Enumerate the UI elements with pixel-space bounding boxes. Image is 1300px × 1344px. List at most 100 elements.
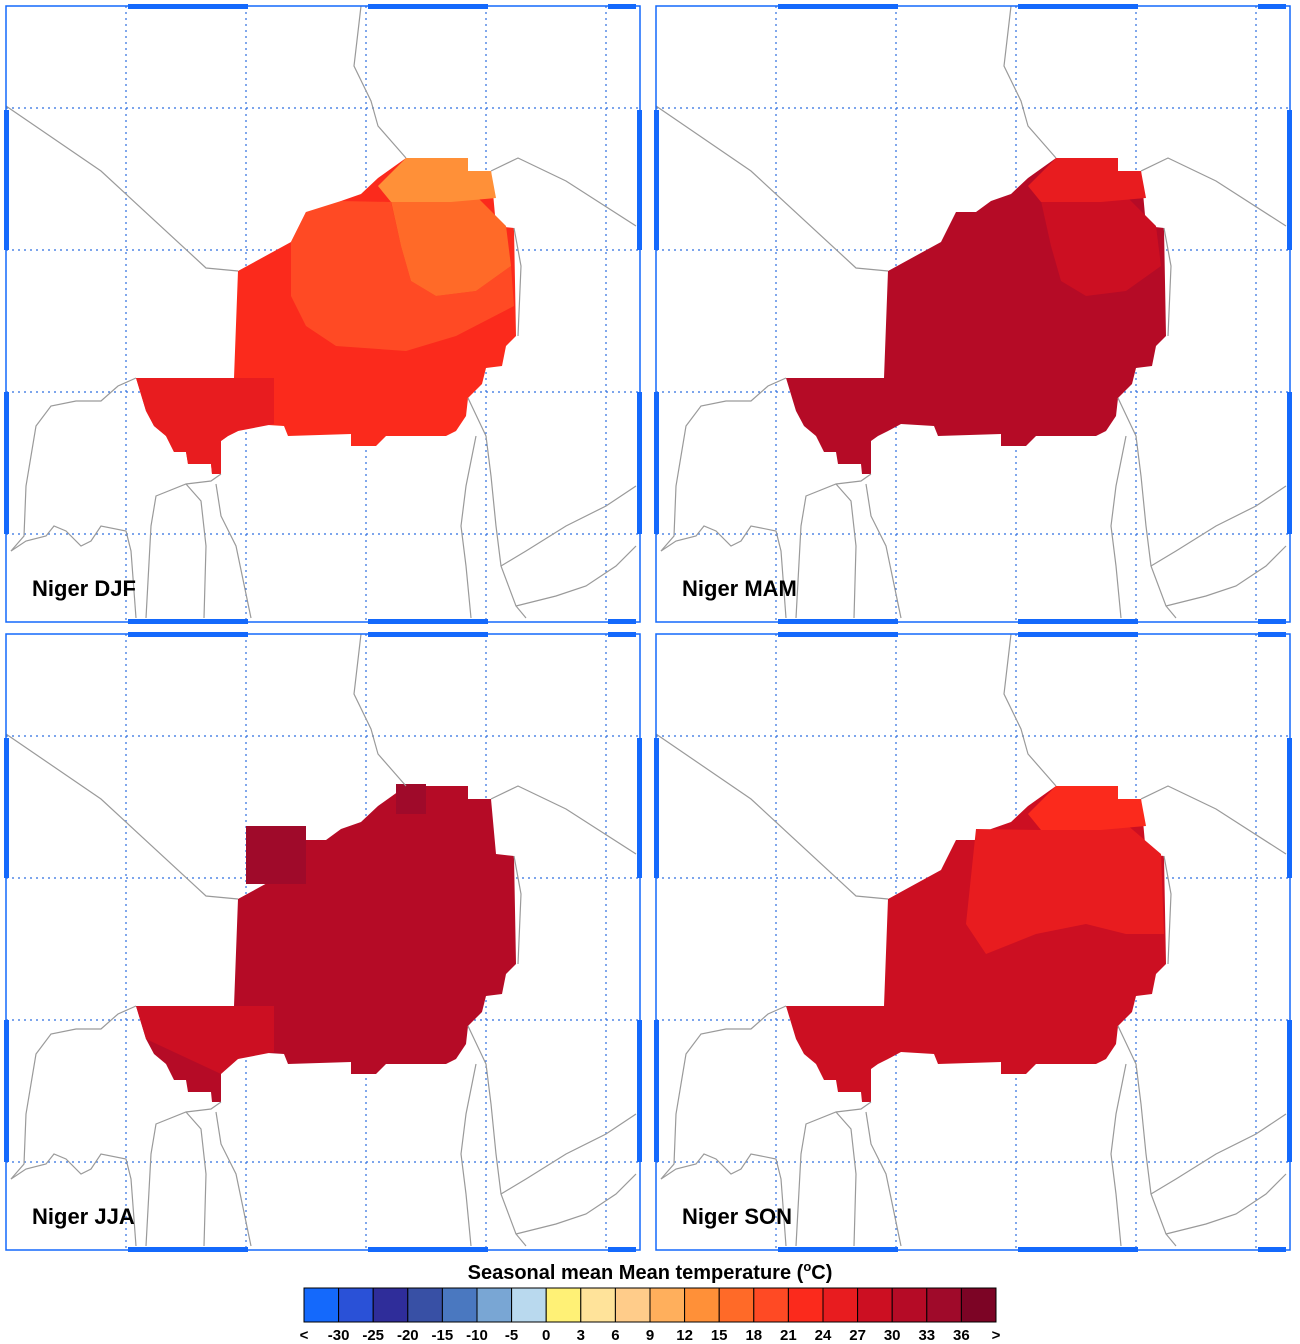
country-border [145, 473, 222, 619]
country-border [10, 1153, 137, 1247]
axis-tick-bottom [368, 619, 488, 624]
axis-tick-left [654, 110, 659, 250]
panel-label-mam: Niger MAM [682, 576, 797, 601]
country-border [1140, 785, 1287, 855]
country-border [185, 1111, 207, 1247]
colorbar-swatch [753, 1287, 789, 1323]
colorbar-tick-label: 0 [542, 1327, 550, 1344]
temperature-region [1028, 786, 1146, 830]
temperature-region [291, 201, 514, 351]
colorbar-swatch [649, 1287, 686, 1323]
axis-tick-top [128, 632, 248, 637]
colorbar-tick-label: 12 [676, 1327, 693, 1344]
colorbar-tick-label: < [300, 1327, 309, 1344]
temperature-region [1041, 196, 1161, 296]
colorbar-swatch [545, 1287, 582, 1323]
country-border [215, 1111, 252, 1247]
colorbar-swatch [891, 1287, 928, 1323]
temperature-region [966, 824, 1164, 954]
country-border [795, 1101, 872, 1247]
panel-label-djf: Niger DJF [32, 576, 136, 601]
country-border [460, 435, 477, 619]
colorbar-tick-label: 24 [815, 1327, 832, 1344]
axis-tick-right [1287, 110, 1292, 250]
panel-frame [5, 5, 641, 623]
axis-tick-bottom [608, 619, 636, 624]
colorbar-swatch [407, 1287, 443, 1323]
colorbar-tick-label: -10 [466, 1327, 488, 1344]
axis-tick-left [4, 1020, 9, 1162]
temperature-region [1028, 158, 1146, 202]
map-panel-mam: Niger MAM [654, 4, 1292, 624]
axis-tick-right [637, 1020, 642, 1162]
country-border [1150, 485, 1287, 567]
country-border [490, 785, 637, 855]
colorbar-tick-label: -5 [505, 1327, 518, 1344]
axis-tick-top [778, 632, 898, 637]
country-border [1165, 1173, 1287, 1235]
colorbar-swatch [441, 1287, 478, 1323]
country-border [660, 377, 787, 552]
colorbar-swatch [857, 1287, 893, 1323]
colorbar-tick-label: 21 [780, 1327, 797, 1344]
country-border [515, 545, 637, 607]
axis-tick-top [368, 4, 488, 9]
axis-tick-bottom [1258, 619, 1286, 624]
colorbar-swatch [303, 1287, 340, 1323]
colorbar-tick-label: 3 [577, 1327, 585, 1344]
colorbar-tick-label: 9 [646, 1327, 654, 1344]
axis-tick-top [778, 4, 898, 9]
map-area [6, 634, 640, 1250]
country-border [6, 733, 239, 900]
country-border [660, 525, 787, 619]
axis-tick-bottom [778, 619, 898, 624]
axis-tick-right [1287, 1020, 1292, 1162]
country-border [835, 483, 857, 619]
temperature-region [246, 826, 306, 884]
axis-tick-right [637, 392, 642, 534]
panel-frame [655, 633, 1291, 1251]
country-border [656, 105, 889, 272]
country-border [490, 157, 637, 227]
temperature-region [136, 378, 274, 474]
temperature-region [391, 196, 511, 296]
country-border [185, 483, 207, 619]
axis-tick-bottom [128, 1247, 248, 1252]
map-panel-son: Niger SON [654, 632, 1292, 1252]
panel-frame [655, 5, 1291, 623]
colorbar-tick-label: -15 [432, 1327, 454, 1344]
axis-tick-bottom [368, 1247, 488, 1252]
panel-frame [5, 633, 641, 1251]
country-border [10, 1005, 137, 1180]
map-panel-djf: Niger DJF [4, 4, 642, 624]
axis-tick-top [1258, 632, 1286, 637]
country-border [10, 377, 137, 552]
colorbar-swatch [684, 1287, 720, 1323]
country-border [835, 1111, 857, 1247]
colorbar-swatch [718, 1287, 755, 1323]
country-border [1003, 634, 1057, 787]
axis-tick-top [128, 4, 248, 9]
axis-tick-top [1018, 4, 1138, 9]
country-border [1150, 1113, 1287, 1195]
country-border [1110, 435, 1127, 619]
country-border [1163, 855, 1172, 965]
axis-tick-left [4, 110, 9, 250]
country-border [865, 1111, 902, 1247]
map-area [656, 634, 1290, 1250]
colorbar-tick-label: -30 [328, 1327, 350, 1344]
country-border [660, 1153, 787, 1247]
colorbar-swatch [580, 1287, 616, 1323]
colorbar-swatch [511, 1287, 547, 1323]
axis-tick-top [1258, 4, 1286, 9]
colorbar-swatch [614, 1287, 651, 1323]
panel-label-son: Niger SON [682, 1204, 792, 1229]
colorbar-swatch [372, 1287, 409, 1323]
country-border [660, 1005, 787, 1180]
country-border [513, 855, 522, 965]
axis-tick-bottom [128, 619, 248, 624]
temperature-region [396, 784, 426, 814]
colorbar: Seasonal mean Mean temperature (oC) < -30… [300, 1259, 1001, 1344]
country-border [460, 1063, 477, 1247]
country-border [6, 105, 239, 272]
